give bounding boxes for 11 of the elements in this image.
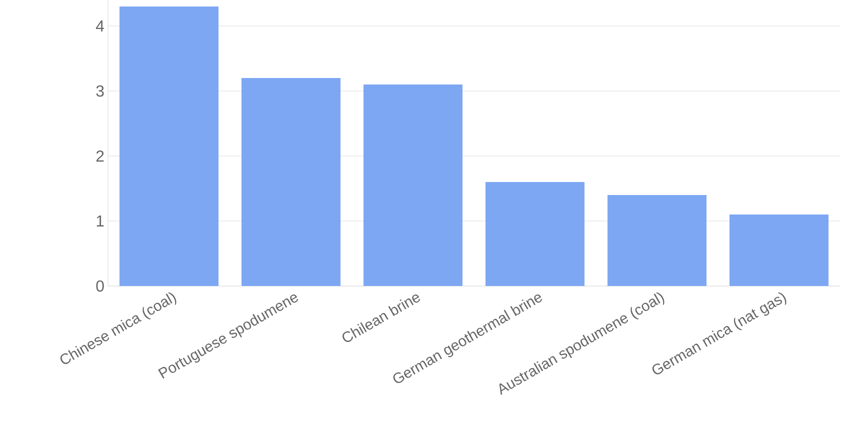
y-tick-label: 1 [96, 216, 104, 226]
y-tick-label: 2 [96, 150, 104, 162]
bar [486, 182, 585, 286]
bar [120, 6, 218, 286]
bar [608, 195, 707, 286]
y-tick-label: 0 [96, 280, 104, 292]
y-tick-label: 4 [96, 20, 104, 32]
bar [242, 78, 341, 286]
y-tick-label: 3 [96, 85, 104, 97]
bar [364, 84, 463, 286]
bar [730, 214, 829, 286]
